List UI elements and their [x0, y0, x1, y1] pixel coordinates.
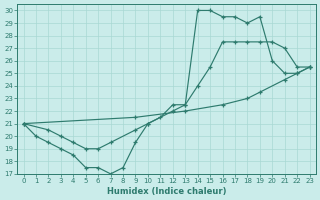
- X-axis label: Humidex (Indice chaleur): Humidex (Indice chaleur): [107, 187, 226, 196]
